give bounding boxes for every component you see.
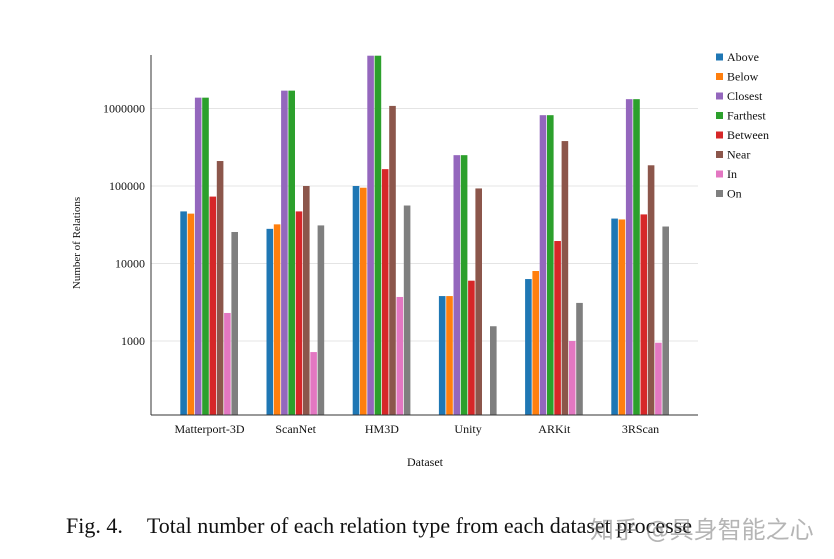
bar-above-hm3d — [352, 186, 360, 415]
figure-label: Fig. 4. — [66, 513, 123, 538]
bar-closest-hm3d — [367, 55, 374, 415]
bar-on-hm3d — [403, 205, 411, 415]
legend-swatch-on — [716, 190, 723, 197]
watermark: 知乎 @具身智能之心 — [590, 516, 814, 544]
x-tick-label: Matterport-3D — [175, 422, 245, 436]
bar-between-3rscan — [640, 214, 648, 415]
bar-below-hm3d — [360, 187, 367, 415]
legend-label-near: Near — [727, 148, 750, 162]
x-tick-label: ScanNet — [275, 422, 316, 436]
bar-above-unity — [438, 296, 446, 415]
bar-below-unity — [446, 296, 453, 415]
bar-farthest-matterport-3d — [202, 97, 209, 415]
x-axis-label: Dataset — [407, 455, 444, 469]
figure-caption: Fig. 4. Total number of each relation typ… — [66, 513, 692, 539]
legend-swatch-between — [716, 131, 723, 139]
legend-label-between: Between — [727, 128, 769, 142]
bar-above-3rscan — [611, 218, 618, 415]
legend-label-in: In — [727, 167, 737, 181]
legend-swatch-farthest — [716, 112, 723, 119]
legend-label-on: On — [727, 187, 742, 201]
x-tick-label: 3RScan — [622, 422, 659, 436]
bar-between-scannet — [295, 211, 303, 415]
bar-near-scannet — [303, 186, 310, 415]
gridlines — [151, 108, 698, 342]
bar-on-3rscan — [662, 226, 669, 415]
legend-label-above: Above — [727, 50, 759, 64]
x-tick-label: HM3D — [365, 422, 399, 436]
bar-between-unity — [468, 280, 475, 415]
bar-closest-scannet — [281, 90, 288, 415]
bar-near-3rscan — [647, 165, 655, 415]
bar-on-unity — [490, 326, 497, 415]
bar-in-hm3d — [396, 296, 404, 415]
bar-near-matterport-3d — [216, 161, 224, 415]
y-tick-labels: 1000 10000 100000 1000000 — [103, 102, 145, 349]
x-tick-label: Unity — [454, 422, 481, 436]
legend-swatch-near — [716, 151, 723, 158]
x-tick-labels: Matterport-3D ScanNet HM3D Unity ARKit 3RScan — [175, 422, 660, 436]
legend-label-closest: Closest — [727, 89, 763, 103]
bar-below-matterport-3d — [187, 213, 195, 415]
bar-farthest-3rscan — [633, 99, 640, 415]
bar-closest-3rscan — [625, 99, 633, 415]
bar-farthest-unity — [460, 155, 468, 415]
legend-swatch-below — [716, 73, 723, 80]
bar-between-matterport-3d — [209, 196, 217, 415]
relations-bar-chart: 1000 10000 100000 1000000 Matterport-3D Scan… — [71, 50, 769, 469]
bar-closest-arkit — [539, 115, 547, 416]
bar-near-arkit — [561, 141, 569, 415]
bar-in-scannet — [310, 352, 317, 415]
bar-above-arkit — [525, 279, 532, 415]
bar-farthest-hm3d — [374, 55, 382, 415]
figure-caption-text: Total number of each relation type from … — [146, 513, 693, 538]
legend-swatch-closest — [716, 92, 723, 100]
bar-on-matterport-3d — [231, 231, 238, 415]
bar-near-unity — [475, 188, 482, 415]
legend-swatch-above — [716, 53, 723, 61]
bar-closest-unity — [453, 155, 461, 415]
y-axis-label: Number of Relations — [71, 197, 83, 289]
bar-between-hm3d — [381, 169, 389, 415]
y-tick-label: 1000000 — [103, 102, 145, 116]
bar-above-scannet — [266, 228, 274, 415]
bar-above-matterport-3d — [180, 211, 187, 415]
axes — [150, 55, 698, 416]
bar-farthest-scannet — [288, 90, 295, 415]
bars — [180, 55, 669, 416]
y-tick-label: 100000 — [109, 179, 145, 193]
x-tick-label: ARKit — [538, 422, 571, 436]
bar-on-scannet — [317, 225, 325, 415]
bar-below-arkit — [532, 271, 539, 415]
bar-below-scannet — [273, 224, 281, 415]
bar-farthest-arkit — [547, 115, 554, 416]
legend-label-farthest: Farthest — [727, 109, 766, 123]
legend: Above Below Closest Farthest Between Near In On — [716, 50, 769, 201]
bar-in-3rscan — [655, 342, 662, 415]
y-tick-label: 1000 — [121, 334, 145, 348]
bar-near-hm3d — [389, 105, 396, 415]
legend-swatch-in — [716, 170, 723, 178]
bar-closest-matterport-3d — [194, 97, 202, 415]
y-tick-label: 10000 — [115, 257, 145, 271]
bar-below-3rscan — [618, 219, 626, 415]
bar-between-arkit — [554, 241, 561, 415]
bar-on-arkit — [576, 302, 583, 415]
legend-label-below: Below — [727, 70, 759, 84]
bar-in-arkit — [568, 341, 576, 415]
bar-in-matterport-3d — [224, 312, 231, 415]
